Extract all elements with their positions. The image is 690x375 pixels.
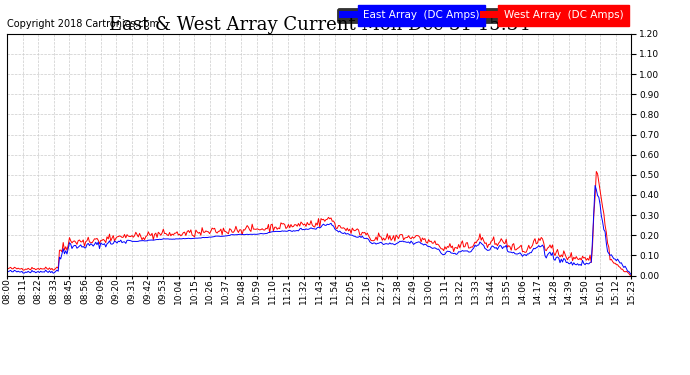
Text: Copyright 2018 Cartronics.com: Copyright 2018 Cartronics.com (7, 19, 159, 29)
Title: East & West Array Current Mon Dec 31 15:34: East & West Array Current Mon Dec 31 15:… (109, 16, 529, 34)
Legend: East Array  (DC Amps), West Array  (DC Amps): East Array (DC Amps), West Array (DC Amp… (337, 8, 626, 23)
